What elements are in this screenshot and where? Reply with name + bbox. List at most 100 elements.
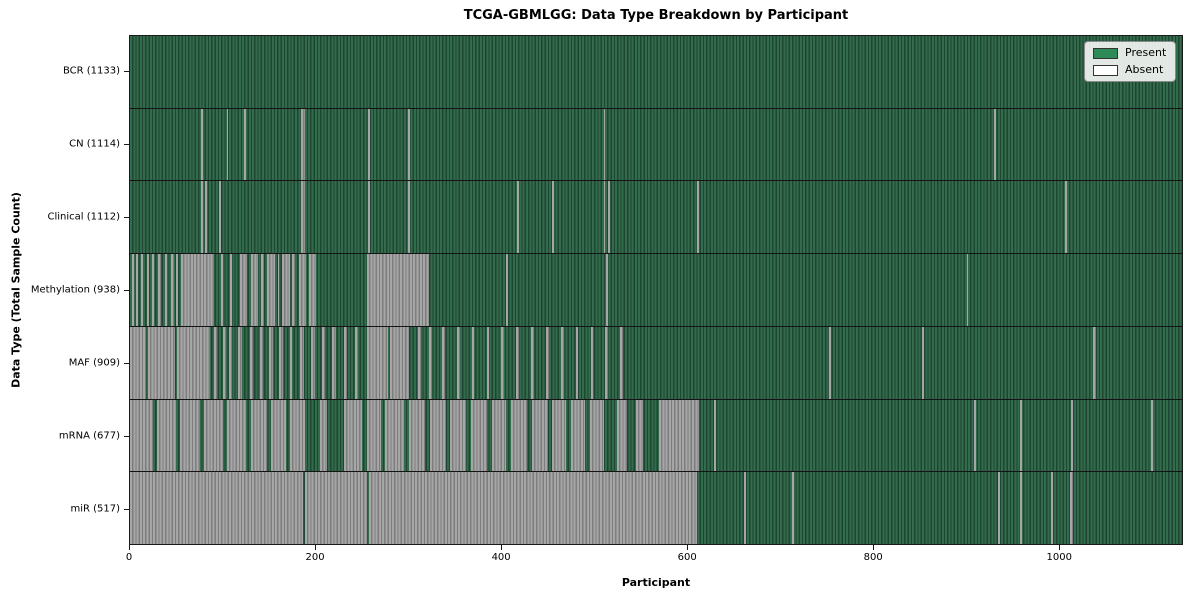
y-tick-label-CN: CN (1114) [69, 138, 120, 150]
absent-segment [136, 254, 139, 326]
absent-segment [617, 399, 627, 472]
absent-segment [407, 181, 411, 254]
absent-segment [299, 326, 304, 399]
absent-segment [407, 108, 411, 181]
absent-segment [300, 108, 305, 181]
absent-segment [220, 254, 223, 326]
absent-segment [177, 326, 210, 399]
absent-segment [300, 181, 305, 254]
chart-title: TCGA-GBMLGG: Data Type Breakdown by Part… [463, 8, 849, 23]
absent-segment [589, 399, 604, 472]
absent-segment [532, 399, 548, 472]
row-miR [130, 471, 1182, 545]
absent-segment [517, 181, 520, 254]
legend-present-swatch-icon [1093, 47, 1118, 59]
absent-segment [249, 326, 254, 399]
absent-segment [552, 181, 555, 254]
absent-segment [1065, 181, 1067, 254]
absent-segment [322, 326, 325, 399]
plot-area [129, 35, 1183, 545]
y-tick-label-Clinical: Clinical (1112) [47, 211, 121, 223]
absent-segment [428, 326, 432, 399]
absent-segment [697, 181, 700, 254]
absent-segment [366, 254, 429, 326]
absent-segment [237, 326, 243, 399]
absent-segment [389, 326, 410, 399]
absent-segment [271, 399, 286, 472]
legend-item-absent: Absent [1093, 64, 1167, 76]
absent-segment [922, 326, 924, 399]
x-tick-label-800: 800 [863, 552, 883, 563]
absent-segment [367, 108, 370, 181]
absent-segment [282, 254, 290, 326]
absent-segment [298, 254, 307, 326]
absent-segment [205, 181, 208, 254]
absent-segment [560, 326, 564, 399]
absent-segment [636, 399, 643, 472]
absent-segment [226, 108, 229, 181]
x-tick-mark [501, 545, 503, 550]
absent-segment [743, 472, 746, 545]
legend-label-absent: Absent [1125, 63, 1164, 76]
absent-segment [620, 326, 624, 399]
absent-segment [213, 326, 218, 399]
y-tick-label-BCR: BCR (1133) [62, 65, 120, 77]
absent-segment [181, 254, 214, 326]
absent-segment [201, 108, 204, 181]
absent-segment [1092, 326, 1096, 399]
absent-segment [222, 326, 226, 399]
absent-segment [1069, 472, 1074, 545]
absent-segment [289, 399, 305, 472]
legend: Present Absent [1084, 41, 1176, 82]
absent-segment [267, 254, 275, 326]
absent-segment [456, 326, 460, 399]
absent-segment [260, 254, 264, 326]
absent-segment [170, 254, 174, 326]
absent-segment [201, 181, 204, 254]
x-tick-mark [873, 545, 875, 550]
absent-segment [792, 472, 794, 545]
absent-segment [545, 326, 549, 399]
y-tick-label-MAF: MAF (909) [68, 357, 120, 369]
absent-segment [366, 399, 381, 472]
absent-segment [450, 399, 467, 472]
absent-segment [608, 181, 611, 254]
absent-segment [244, 108, 247, 181]
absent-segment [998, 472, 1000, 545]
x-tick-label-200: 200 [305, 552, 325, 563]
absent-segment [606, 254, 609, 326]
absent-segment [131, 254, 134, 326]
row-Methylation [130, 253, 1182, 326]
absent-segment [204, 399, 223, 472]
absent-segment [552, 399, 567, 472]
x-tick-mark [315, 545, 317, 550]
absent-segment [147, 326, 176, 399]
absent-segment [385, 399, 404, 472]
absent-segment [1051, 472, 1053, 545]
absent-segment [510, 399, 528, 472]
x-tick-label-1000: 1000 [1046, 552, 1072, 563]
absent-segment [141, 254, 143, 326]
absent-segment [309, 254, 316, 326]
absent-segment [269, 326, 273, 399]
absent-segment [311, 326, 315, 399]
row-mRNA [130, 398, 1182, 472]
absent-segment [227, 399, 247, 472]
y-tick-mark [124, 362, 129, 364]
absent-segment [974, 399, 976, 472]
absent-segment [506, 254, 508, 326]
absent-segment [1020, 399, 1023, 472]
y-tick-mark [124, 290, 129, 291]
absent-segment [531, 326, 534, 399]
absent-segment [304, 472, 367, 545]
absent-segment [603, 181, 606, 254]
absent-segment [1020, 472, 1023, 545]
absent-segment [605, 326, 609, 399]
absent-segment [130, 399, 154, 472]
y-tick-mark [124, 508, 129, 510]
absent-segment [157, 254, 161, 326]
absent-segment [429, 399, 446, 472]
absent-segment [714, 399, 716, 472]
absent-segment [180, 399, 200, 472]
absent-segment [239, 254, 247, 326]
